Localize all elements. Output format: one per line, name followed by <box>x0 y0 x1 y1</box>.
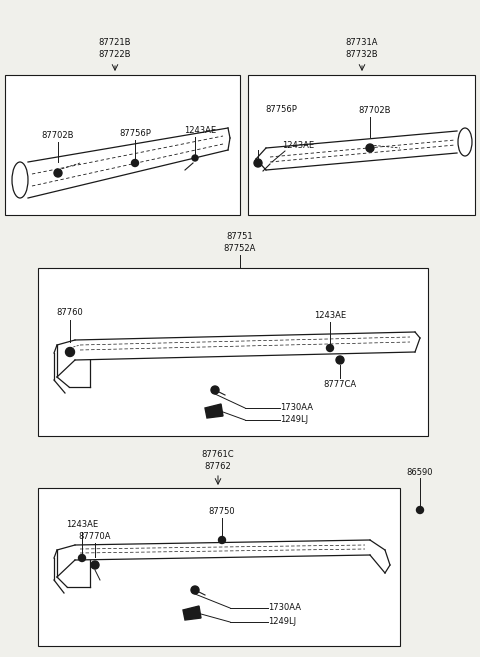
Text: 87751: 87751 <box>227 232 253 241</box>
Text: 87732B: 87732B <box>346 50 378 59</box>
Bar <box>248 75 475 215</box>
Text: 1243AE: 1243AE <box>184 126 216 135</box>
Circle shape <box>336 356 344 364</box>
Text: 87762: 87762 <box>204 462 231 471</box>
Circle shape <box>366 144 374 152</box>
Text: 86590: 86590 <box>407 468 433 477</box>
Text: 87702B: 87702B <box>359 106 391 115</box>
Text: 87770A: 87770A <box>79 532 111 541</box>
Text: 87760: 87760 <box>57 308 84 317</box>
Text: 1730AA: 1730AA <box>280 403 313 413</box>
Text: 87752A: 87752A <box>224 244 256 253</box>
Text: 1249LJ: 1249LJ <box>268 618 296 627</box>
Circle shape <box>211 386 219 394</box>
Bar <box>5 75 240 215</box>
Text: 1730AA: 1730AA <box>268 604 301 612</box>
Text: 1249LJ: 1249LJ <box>280 415 308 424</box>
Circle shape <box>326 344 334 351</box>
Text: 1243AE: 1243AE <box>282 141 314 150</box>
Bar <box>38 268 428 436</box>
Text: 87731A: 87731A <box>346 38 378 47</box>
Circle shape <box>192 155 198 161</box>
Text: 8777CA: 8777CA <box>324 380 357 389</box>
Circle shape <box>191 586 199 594</box>
Text: 87761C: 87761C <box>202 450 234 459</box>
Circle shape <box>417 507 423 514</box>
Circle shape <box>132 160 139 166</box>
Ellipse shape <box>12 162 28 198</box>
Text: 87721B: 87721B <box>99 38 131 47</box>
Text: 87702B: 87702B <box>42 131 74 140</box>
Circle shape <box>54 169 62 177</box>
Text: 87750: 87750 <box>209 507 235 516</box>
Text: 87756P: 87756P <box>265 105 297 114</box>
Polygon shape <box>205 404 223 418</box>
Ellipse shape <box>458 128 472 156</box>
Text: 1243AE: 1243AE <box>314 311 346 320</box>
Polygon shape <box>183 606 201 620</box>
Circle shape <box>79 555 85 562</box>
Text: 1243AE: 1243AE <box>66 520 98 529</box>
Text: 87756P: 87756P <box>119 129 151 138</box>
Circle shape <box>218 537 226 543</box>
Circle shape <box>65 348 74 357</box>
Text: 87722B: 87722B <box>99 50 131 59</box>
Circle shape <box>254 159 262 167</box>
Bar <box>38 488 400 646</box>
Circle shape <box>91 561 99 569</box>
